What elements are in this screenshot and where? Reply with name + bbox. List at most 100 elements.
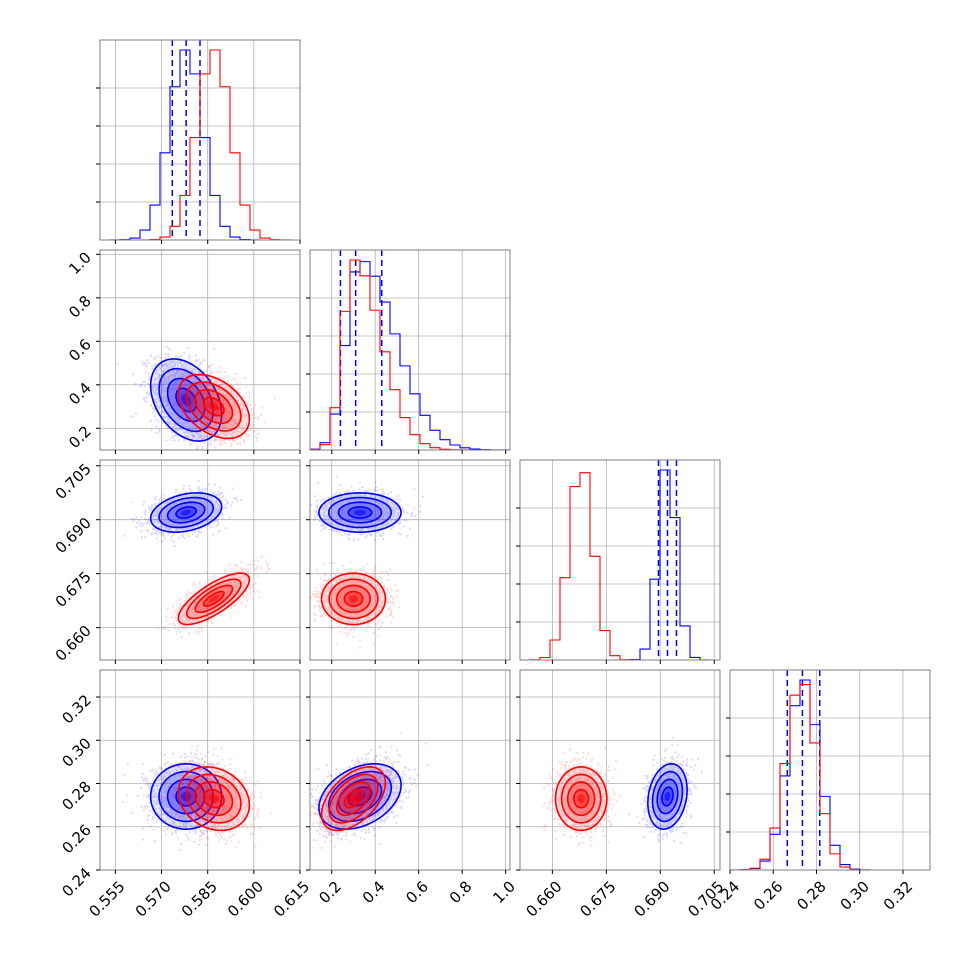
contour-red — [177, 766, 251, 832]
contour-blue — [647, 762, 688, 830]
panel-3-0: 0.555 0.570 0.585 0.600 0.615 0.24 0.26 0.28 0.3… — [58, 669, 313, 921]
contour-red — [202, 788, 225, 809]
panel-frame — [519, 669, 721, 871]
contour-red — [560, 773, 602, 824]
contour-blue — [158, 770, 215, 823]
x-tick-label: 0.690 — [630, 878, 673, 921]
contour-red — [185, 773, 242, 824]
panel-2-0: 0.660 0.675 0.690 0.705 — [52, 459, 301, 665]
panel-frame — [99, 459, 301, 661]
panel-1-0: 0.2 0.4 0.6 0.8 1.0 — [65, 248, 301, 454]
density-blue — [181, 394, 192, 406]
contour-blue — [158, 496, 215, 529]
x-tick-label: 1.0 — [489, 878, 519, 908]
contour-red — [194, 388, 234, 425]
contour-red — [554, 766, 608, 832]
y-tick-label: 0.705 — [52, 460, 95, 503]
panel-content — [124, 479, 271, 639]
y-tick-label: 0.30 — [58, 734, 94, 770]
y-tick-label: 0.690 — [52, 514, 95, 557]
contour-blue — [656, 778, 679, 815]
panel-frame — [99, 669, 301, 871]
panel-content — [520, 460, 720, 660]
contour-red — [320, 766, 387, 832]
contour-blue — [337, 778, 383, 815]
contour-red — [335, 781, 372, 817]
contour-red — [320, 572, 387, 626]
density-red — [208, 401, 219, 412]
y-tick-label: 0.26 — [58, 821, 94, 857]
y-tick-label: 0.4 — [65, 379, 95, 409]
panel-0-0 — [96, 39, 301, 244]
x-tick-label: 0.26 — [750, 878, 786, 914]
density-red — [208, 595, 219, 603]
scatter-points-blue — [310, 475, 425, 542]
x-tick-label: 0.8 — [446, 878, 476, 908]
panel-content — [310, 250, 510, 450]
panel-content — [100, 40, 300, 240]
panel-3-3: 0.24 0.26 0.28 0.30 0.32 — [707, 669, 931, 914]
contour-blue — [337, 501, 383, 524]
panel-frame — [729, 669, 931, 871]
contour-red — [328, 773, 379, 824]
panel-content — [116, 345, 277, 450]
contour-red — [194, 584, 234, 614]
panel-content — [310, 732, 429, 850]
x-tick-label: 0.30 — [837, 878, 873, 914]
contour-blue — [327, 496, 393, 529]
panel-2-2 — [516, 459, 721, 664]
y-tick-label: 0.660 — [52, 622, 95, 665]
density-red — [208, 794, 219, 804]
x-tick-label: 0.28 — [793, 878, 829, 914]
x-tick-label: 0.4 — [359, 878, 389, 908]
contour-red — [335, 584, 372, 614]
panel-content — [541, 736, 704, 847]
panel-1-1 — [306, 249, 511, 454]
panel-frame — [309, 249, 511, 451]
panel-content — [730, 670, 930, 870]
contour-red — [177, 572, 251, 626]
y-tick-label: 0.8 — [65, 292, 95, 322]
panel-frame — [519, 459, 721, 661]
contour-red — [177, 373, 251, 440]
panel-2-1 — [306, 459, 511, 664]
contour-red — [202, 396, 225, 417]
contour-red — [343, 590, 364, 607]
x-tick-label: 0.6 — [402, 878, 432, 908]
panel-frame — [309, 459, 511, 661]
density-red — [348, 794, 359, 804]
y-tick-label: 0.32 — [58, 691, 94, 727]
histogram-blue — [520, 469, 720, 660]
contour-red — [185, 381, 242, 432]
histogram-red — [730, 684, 930, 870]
y-tick-label: 0.28 — [58, 778, 94, 814]
contour-blue — [166, 501, 206, 524]
contour-blue — [149, 492, 223, 533]
panel-frame — [99, 249, 301, 451]
contour-blue — [175, 506, 198, 519]
contour-red — [185, 578, 242, 620]
density-blue — [354, 509, 366, 516]
panel-3-2: 0.660 0.675 0.690 0.705 — [516, 669, 727, 921]
contour-blue — [175, 786, 198, 807]
x-tick-label: 0.615 — [270, 878, 313, 921]
y-tick-label: 0.24 — [58, 864, 94, 900]
contour-red — [328, 578, 379, 620]
contour-red — [573, 788, 590, 809]
x-tick-label: 0.600 — [224, 878, 267, 921]
density-red — [348, 595, 359, 603]
y-tick-label: 0.2 — [65, 422, 95, 452]
x-tick-label: 0.32 — [880, 878, 916, 914]
x-tick-label: 0.2 — [315, 878, 345, 908]
x-tick-label: 0.585 — [178, 878, 221, 921]
contour-blue — [149, 762, 223, 830]
x-tick-label: 0.675 — [576, 878, 619, 921]
contour-red — [566, 781, 596, 817]
contour-red — [343, 788, 364, 809]
panel-content — [310, 475, 425, 649]
contour-blue — [347, 506, 373, 519]
x-tick-label: 0.555 — [86, 878, 129, 921]
panel-frame — [309, 669, 511, 871]
y-tick-label: 1.0 — [65, 248, 95, 278]
